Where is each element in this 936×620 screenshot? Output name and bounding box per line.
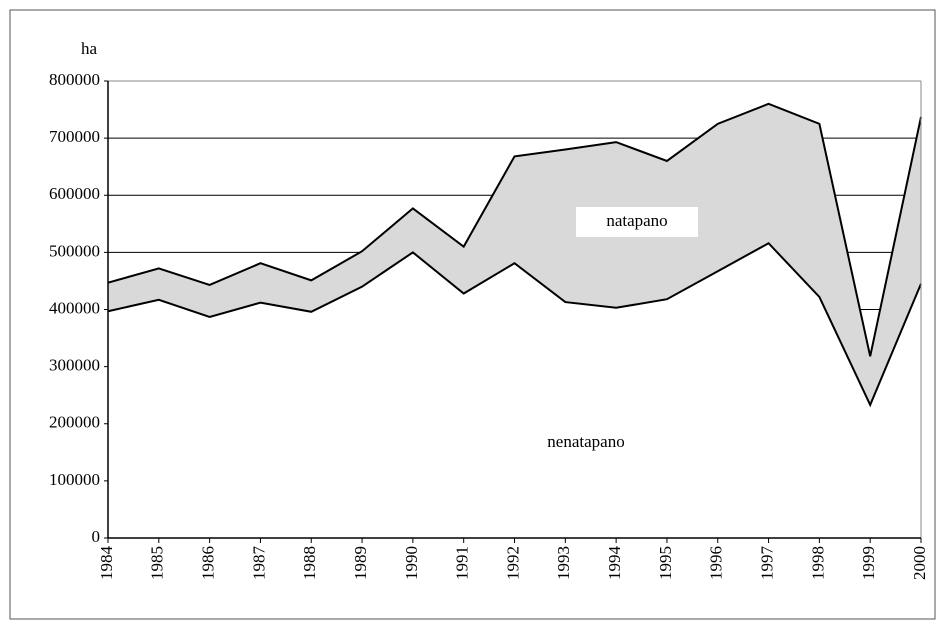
y-tick-label: 100000	[49, 470, 100, 489]
x-tick-label: 1986	[199, 546, 218, 580]
frame	[9, 9, 936, 620]
x-tick-label: 1998	[808, 546, 827, 580]
x-tick-label: 1991	[453, 546, 472, 580]
x-tick-label: 1988	[300, 546, 319, 580]
x-tick-label: 1995	[656, 546, 675, 580]
y-axis-label: ha	[81, 39, 98, 58]
y-tick-label: 200000	[49, 413, 100, 432]
y-tick-label: 800000	[49, 70, 100, 89]
area	[108, 103, 921, 405]
x-tick-label: 1996	[707, 546, 726, 580]
series-label: nenatapano	[547, 432, 624, 451]
y-tick-label: 500000	[49, 241, 100, 260]
area	[108, 243, 921, 539]
x-tick-label: 1984	[97, 546, 116, 581]
y-tick-label: 0	[92, 527, 101, 546]
series-label: natapano	[606, 211, 667, 230]
x-tick-label: 1985	[148, 546, 167, 580]
y-tick-label: 300000	[49, 356, 100, 375]
x-tick-label: 1992	[503, 546, 522, 580]
x-tick-label: 1994	[605, 546, 624, 581]
x-tick-label: 1993	[554, 546, 573, 580]
x-tick-label: 1999	[859, 546, 878, 580]
x-tick-label: 2000	[910, 546, 929, 580]
y-tick-label: 700000	[49, 127, 100, 146]
x-tick-label: 1989	[351, 546, 370, 580]
y-tick-label: 400000	[49, 298, 100, 317]
x-tick-label: 1997	[757, 546, 776, 581]
x-tick-label: 1990	[402, 546, 421, 580]
area-line	[107, 102, 922, 357]
label-box	[576, 207, 698, 237]
area-line	[107, 241, 922, 408]
x-tick-label: 1987	[249, 546, 268, 581]
y-tick-label: 600000	[49, 184, 100, 203]
